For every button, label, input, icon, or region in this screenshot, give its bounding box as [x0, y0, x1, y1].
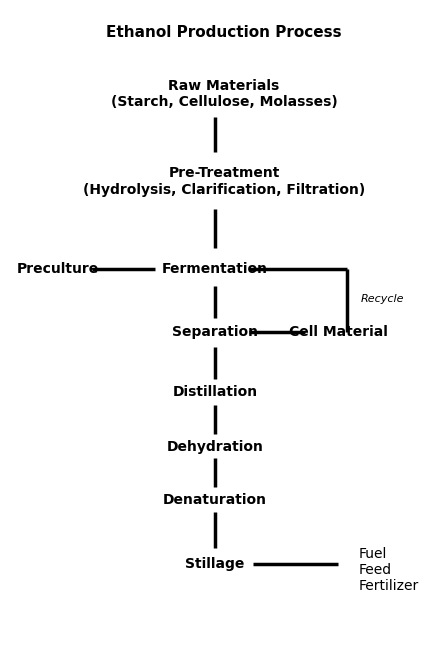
Text: Recycle: Recycle — [361, 294, 404, 305]
Text: Distillation: Distillation — [172, 385, 258, 399]
Text: Raw Materials
(Starch, Cellulose, Molasses): Raw Materials (Starch, Cellulose, Molass… — [111, 79, 337, 109]
Text: Preculture: Preculture — [17, 262, 99, 276]
Text: Denaturation: Denaturation — [163, 493, 267, 507]
Text: Pre-Treatment
(Hydrolysis, Clarification, Filtration): Pre-Treatment (Hydrolysis, Clarification… — [83, 167, 365, 196]
Text: Ethanol Production Process: Ethanol Production Process — [106, 25, 342, 40]
Text: Cell Material: Cell Material — [289, 325, 388, 340]
Text: Separation: Separation — [172, 325, 258, 340]
Text: Fuel
Feed
Fertilizer: Fuel Feed Fertilizer — [358, 547, 418, 594]
Text: Fermentation: Fermentation — [162, 262, 268, 276]
Text: Dehydration: Dehydration — [167, 440, 263, 454]
Text: Stillage: Stillage — [185, 557, 245, 571]
